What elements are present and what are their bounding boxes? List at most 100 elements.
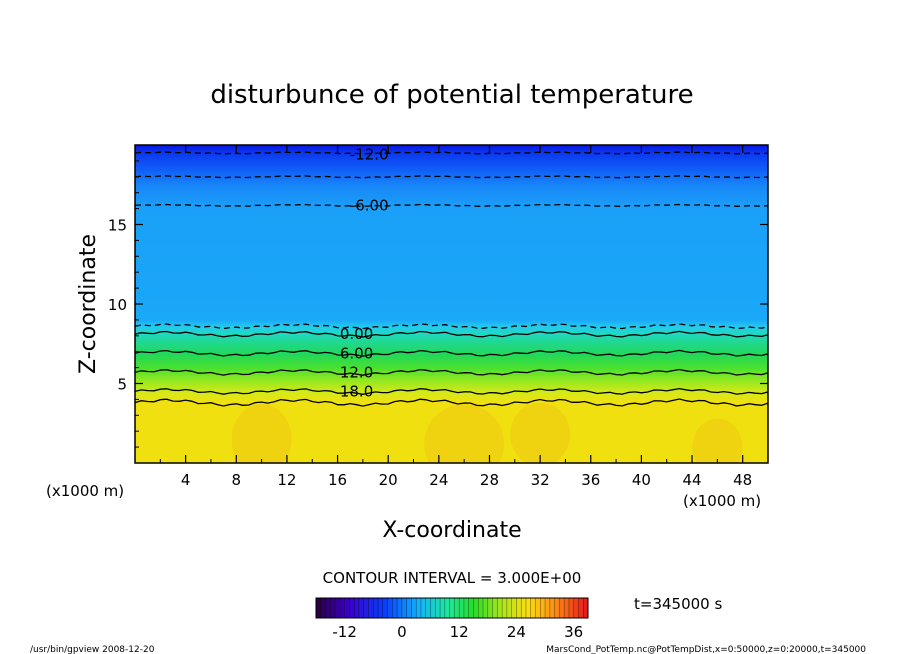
colorbar-segment [506, 598, 513, 618]
x-unit-right: (x1000 m) [683, 492, 761, 510]
colorbar-segment [583, 598, 589, 618]
colorbar-segment [463, 598, 470, 618]
footer-left: /usr/bin/gpview 2008-12-20 [30, 645, 155, 654]
contour-label: -6.00 [350, 196, 389, 214]
colorbar-segment [525, 598, 532, 618]
contour-label: 12.0 [340, 363, 373, 381]
time-stamp: t=345000 s [634, 595, 722, 613]
y-tick-label: 10 [108, 296, 127, 314]
colorbar: -12 0 12 24 36 [315, 597, 589, 641]
colorbar-segment [483, 598, 489, 618]
colorbar-segment [397, 598, 403, 618]
colorbar-segment [349, 598, 355, 618]
colorbar-segment [468, 598, 474, 618]
colorbar-segment [378, 598, 384, 618]
contour-line [135, 175, 768, 179]
contour-line [135, 323, 768, 330]
colorbar-segment [373, 598, 379, 618]
colorbar-segment [459, 598, 465, 618]
footer-right: MarsCond_PotTemp.nc@PotTempDist,x=0:5000… [546, 645, 866, 654]
colorbar-segment [420, 598, 427, 618]
warm-patch [424, 404, 505, 463]
x-tick-label: 40 [632, 471, 651, 489]
contour-line [135, 151, 768, 155]
contour-line [135, 398, 768, 407]
colorbar-segment [578, 598, 584, 618]
contour-line [135, 203, 768, 208]
x-axis: 4 8 12 16 20 24 28 32 36 40 44 48 [159, 145, 752, 489]
colorbar-segment [325, 598, 331, 618]
colorbar-tick-label: 24 [507, 623, 526, 641]
contour-label: 18.0 [340, 382, 373, 400]
colorbar-segment [316, 598, 322, 618]
contour-line [135, 368, 768, 376]
colorbar-segment [444, 598, 451, 618]
colorbar-segment [449, 598, 455, 618]
colorbar-segment [545, 598, 551, 618]
colorbar-tick-label: -12 [332, 623, 357, 641]
x-axis-label: X-coordinate [382, 518, 521, 543]
chart-title: disturbunce of potential temperature [210, 80, 693, 110]
x-tick-label: 48 [733, 471, 752, 489]
y-axis: 5 10 15 [108, 160, 768, 448]
x-tick-label: 20 [379, 471, 398, 489]
x-unit-left: (x1000 m) [46, 482, 124, 500]
contour-label: -12.0 [350, 146, 389, 164]
colorbar-segment [516, 598, 522, 618]
colorbar-frame [315, 597, 589, 619]
colorbar-segment [535, 598, 541, 618]
colorbar-tick-label: 0 [397, 623, 407, 641]
x-tick-label: 4 [181, 471, 191, 489]
colorbar-segment [368, 598, 374, 618]
colorbar-segment [564, 598, 570, 618]
x-tick-label: 32 [531, 471, 550, 489]
colorbar-segment [330, 598, 336, 618]
colorbar-segment [559, 598, 565, 618]
colorbar-segment [511, 598, 517, 618]
x-tick-label: 8 [232, 471, 242, 489]
colorbar-segment [392, 598, 398, 618]
colorbar-segment [540, 598, 546, 618]
colorbar-segment [478, 598, 484, 618]
colorbar-segment [335, 598, 341, 618]
x-tick-label: 36 [581, 471, 600, 489]
contour-label: 0.00 [340, 325, 373, 343]
warm-patch [692, 418, 743, 463]
colorbar-segment [358, 598, 365, 618]
y-tick-label: 15 [108, 217, 127, 235]
colorbar-segment [430, 598, 436, 618]
colorbar-segment [401, 598, 408, 618]
x-tick-label: 16 [328, 471, 347, 489]
colorbar-segment [487, 598, 494, 618]
colorbar-segment [440, 598, 446, 618]
contour-interval: CONTOUR INTERVAL = 3.000E+00 [323, 569, 582, 587]
colorbar-segment [530, 598, 537, 618]
contour-line [135, 349, 768, 357]
colorbar-tick-label: 36 [564, 623, 583, 641]
colorbar-segment [416, 598, 422, 618]
colorbar-segment [554, 598, 560, 618]
colorbar-segment [425, 598, 432, 618]
contour-lines [135, 151, 768, 407]
colorbar-segment [363, 598, 369, 618]
contour-label: 6.00 [340, 344, 373, 362]
y-axis-label: Z-coordinate [76, 234, 101, 374]
colorbar-segment [406, 598, 412, 618]
colorbar-segment [339, 598, 346, 618]
warm-patch [510, 402, 571, 463]
colorbar-segment [549, 598, 556, 618]
warm-patch [231, 404, 292, 463]
contour-line [135, 330, 768, 338]
x-tick-label: 24 [429, 471, 448, 489]
colorbar-segment [354, 598, 360, 618]
colorbar-segment [521, 598, 527, 618]
colorbar-segment [568, 598, 575, 618]
colorbar-tick-label: 12 [450, 623, 469, 641]
colorbar-segment [320, 598, 327, 618]
warm-patches [231, 402, 743, 463]
x-tick-label: 44 [682, 471, 701, 489]
y-tick-label: 5 [117, 376, 127, 394]
colorbar-segment [411, 598, 417, 618]
